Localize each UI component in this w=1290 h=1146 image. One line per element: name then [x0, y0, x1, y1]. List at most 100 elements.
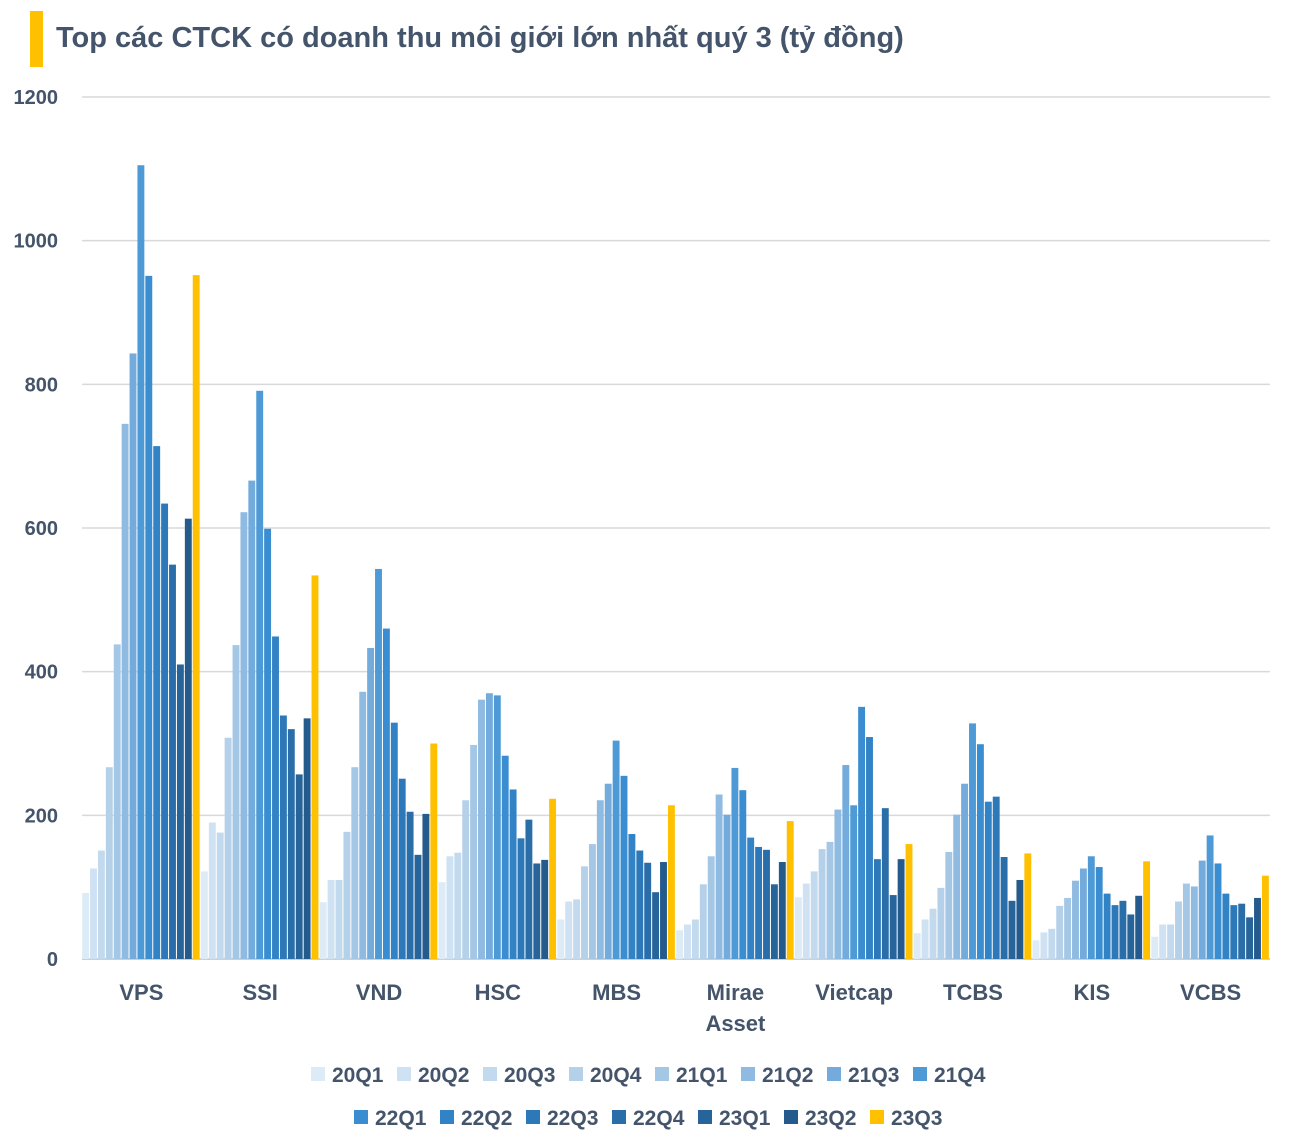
- bar: [1040, 932, 1048, 959]
- legend-label: 23Q1: [719, 1107, 771, 1130]
- bar: [422, 813, 430, 959]
- legend-item: 22Q4: [612, 1107, 685, 1130]
- bar: [620, 775, 628, 959]
- bar: [1119, 900, 1127, 959]
- bar: [660, 862, 667, 959]
- bar: [97, 850, 105, 959]
- bar: [684, 924, 691, 959]
- bar-group: [794, 706, 913, 959]
- bar: [984, 801, 992, 959]
- bar: [1103, 893, 1111, 959]
- legend-swatch: [354, 1110, 368, 1124]
- bar: [715, 794, 723, 959]
- legend-label: 21Q3: [848, 1064, 899, 1087]
- legend-label: 21Q4: [934, 1064, 986, 1087]
- bar: [1135, 895, 1143, 959]
- bar: [850, 805, 858, 959]
- bar: [1072, 880, 1079, 959]
- legend-item: 20Q2: [397, 1064, 469, 1087]
- bar: [224, 737, 232, 959]
- bar: [351, 767, 359, 959]
- bar: [921, 919, 929, 959]
- bar: [937, 887, 945, 959]
- bar: [1056, 905, 1064, 959]
- bar: [842, 765, 850, 959]
- y-axis-labels: 0 200 400 600 800 1000 1200: [14, 87, 59, 971]
- bar: [1064, 897, 1072, 959]
- legend-item: 21Q1: [655, 1064, 728, 1087]
- bar: [992, 796, 1000, 959]
- category-label: KIS: [1073, 980, 1110, 1005]
- bar: [303, 718, 311, 959]
- y-tick-label: 0: [47, 949, 58, 971]
- legend-swatch: [741, 1067, 755, 1081]
- bar: [82, 892, 90, 959]
- bar: [707, 856, 715, 959]
- category-label: MBS: [592, 980, 641, 1005]
- bar-group: [438, 693, 557, 959]
- bar: [628, 834, 636, 959]
- bar: [406, 811, 414, 959]
- legend-label: 23Q2: [805, 1107, 856, 1130]
- gridlines: [82, 96, 1270, 960]
- bar: [858, 706, 866, 959]
- bar: [1246, 917, 1254, 959]
- legend-label: 22Q2: [461, 1107, 512, 1130]
- bar: [272, 636, 279, 959]
- bar-group: [557, 740, 675, 959]
- legend-swatch: [870, 1110, 884, 1124]
- bar: [90, 868, 97, 959]
- bar: [873, 859, 881, 959]
- bar: [794, 897, 802, 959]
- chart-title: Top các CTCK có doanh thu môi giới lớn n…: [56, 22, 904, 54]
- bar: [565, 901, 573, 959]
- bar: [1095, 867, 1103, 959]
- bar: [478, 699, 485, 959]
- bar: [398, 778, 406, 959]
- bar: [462, 800, 470, 959]
- bar-group: [82, 165, 200, 959]
- bar: [264, 528, 272, 959]
- bar: [176, 664, 184, 959]
- bar: [747, 837, 755, 959]
- bar: [596, 800, 604, 959]
- legend-label: 20Q3: [504, 1064, 555, 1087]
- bar: [889, 895, 897, 959]
- bar: [1143, 861, 1151, 959]
- bar: [208, 822, 216, 959]
- bar-group: [676, 767, 794, 959]
- bar: [1008, 900, 1016, 959]
- bar: [929, 908, 937, 959]
- bar: [581, 866, 588, 959]
- bars: [82, 165, 1269, 959]
- bar: [588, 844, 596, 959]
- legend-item: 23Q2: [784, 1107, 856, 1130]
- bar: [121, 423, 129, 959]
- legend-swatch: [526, 1110, 540, 1124]
- bar: [667, 805, 675, 959]
- bar: [976, 744, 984, 959]
- bar: [691, 919, 699, 959]
- bar: [573, 899, 581, 959]
- category-label: TCBS: [943, 980, 1003, 1005]
- bar: [279, 715, 287, 959]
- bar: [612, 740, 620, 959]
- bar: [493, 695, 501, 959]
- legend-label: 23Q3: [891, 1107, 942, 1130]
- bar: [287, 729, 295, 959]
- bar: [430, 743, 438, 959]
- bar-group: [319, 568, 438, 959]
- bar: [818, 849, 826, 959]
- bar: [414, 854, 422, 959]
- bar: [557, 919, 565, 959]
- bar: [699, 884, 707, 959]
- category-label: Mirae: [707, 980, 764, 1005]
- bar: [723, 814, 731, 959]
- legend-item: 20Q1: [311, 1064, 384, 1087]
- bar: [1016, 879, 1024, 959]
- bar: [1198, 860, 1206, 959]
- legend-item: 22Q3: [526, 1107, 598, 1130]
- bar: [1079, 868, 1087, 959]
- legend-swatch: [440, 1110, 454, 1124]
